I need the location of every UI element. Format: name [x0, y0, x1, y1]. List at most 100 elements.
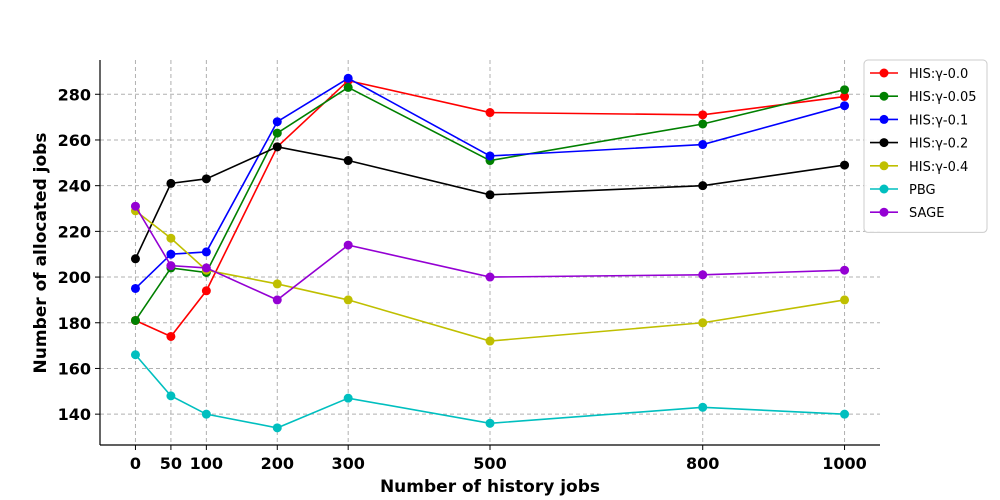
- data-point: [485, 272, 495, 282]
- data-point: [485, 151, 495, 161]
- data-point: [840, 160, 850, 170]
- data-point: [485, 336, 495, 346]
- data-point: [166, 331, 176, 341]
- data-point: [698, 270, 708, 280]
- legend-marker: [879, 138, 889, 148]
- y-tick-label: 280: [58, 85, 91, 104]
- data-point: [272, 128, 282, 138]
- series-4: [130, 206, 850, 346]
- data-point: [130, 315, 140, 325]
- legend-item: HIS:γ-0.4: [870, 160, 968, 175]
- y-axis-label: Number of allocated jobs: [31, 133, 51, 374]
- legend-marker: [879, 68, 889, 78]
- data-point: [485, 190, 495, 200]
- y-tick-label: 220: [58, 222, 91, 241]
- x-tick-label: 500: [473, 454, 506, 473]
- data-point: [130, 350, 140, 360]
- series-lines: [130, 73, 850, 433]
- data-point: [698, 110, 708, 120]
- data-point: [485, 418, 495, 428]
- data-point: [130, 254, 140, 264]
- legend-marker: [879, 184, 889, 194]
- data-point: [840, 85, 850, 95]
- legend-label: HIS:γ-0.2: [909, 137, 968, 152]
- y-tick-label: 160: [58, 359, 91, 378]
- data-point: [272, 117, 282, 127]
- x-tick-label: 100: [190, 454, 223, 473]
- data-point: [840, 295, 850, 305]
- data-point: [343, 156, 353, 166]
- data-point: [343, 295, 353, 305]
- series-5: [130, 350, 850, 433]
- series-line: [135, 79, 845, 338]
- series-line: [134, 77, 845, 290]
- data-point: [840, 409, 850, 419]
- legend-item: SAGE: [870, 206, 944, 221]
- data-point: [343, 240, 353, 250]
- data-point: [201, 247, 211, 257]
- legend-item: HIS:γ-0.2: [870, 137, 968, 152]
- data-point: [201, 174, 211, 184]
- data-point: [166, 249, 176, 259]
- legend-label: HIS:γ-0.4: [909, 160, 968, 175]
- series-line: [134, 145, 845, 260]
- series-3: [130, 142, 850, 264]
- legend-label: HIS:γ-0.05: [909, 90, 977, 105]
- y-tick-label: 240: [58, 177, 91, 196]
- data-point: [698, 402, 708, 412]
- x-tick-label: 300: [331, 454, 364, 473]
- data-point: [201, 263, 211, 273]
- data-point: [698, 181, 708, 191]
- data-point: [272, 142, 282, 152]
- x-tick-label: 50: [160, 454, 182, 473]
- y-tick-label: 180: [58, 314, 91, 333]
- data-point: [840, 92, 850, 102]
- data-point: [343, 82, 353, 92]
- data-point: [698, 318, 708, 328]
- legend-item: HIS:γ-0.05: [870, 90, 977, 105]
- series-6: [130, 201, 850, 305]
- y-tick-label: 260: [58, 131, 91, 150]
- data-point: [130, 201, 140, 211]
- data-point: [698, 140, 708, 150]
- legend-marker: [879, 91, 889, 101]
- data-point: [272, 295, 282, 305]
- data-point: [840, 101, 850, 111]
- x-tick-label: 1000: [822, 454, 867, 473]
- y-tick-label: 140: [58, 405, 91, 424]
- series-line: [134, 86, 845, 321]
- y-tick-label: 200: [58, 268, 91, 287]
- data-point: [343, 393, 353, 403]
- data-point: [166, 178, 176, 188]
- x-tick-label: 0: [130, 454, 141, 473]
- legend-label: HIS:γ-0.0: [909, 67, 968, 82]
- legend-item: PBG: [870, 183, 936, 198]
- legend-item: HIS:γ-0.1: [870, 113, 968, 128]
- legend-marker: [879, 161, 889, 171]
- series-2: [130, 73, 850, 293]
- data-point: [343, 73, 353, 83]
- data-point: [201, 409, 211, 419]
- axes: [95, 60, 880, 450]
- data-point: [272, 423, 282, 433]
- series-line: [134, 354, 845, 429]
- x-tick-label: 200: [261, 454, 294, 473]
- legend-marker: [879, 114, 889, 124]
- data-point: [166, 391, 176, 401]
- x-tick-label: 800: [686, 454, 719, 473]
- legend: HIS:γ-0.0 HIS:γ-0.05 HIS:γ-0.1 HIS:γ-0.2 HIS…: [863, 59, 988, 233]
- data-point: [130, 283, 140, 293]
- tick-labels: 0 50 100 200 300 500 800 1000 140 160 180 200 220 240…: [58, 85, 867, 473]
- data-point: [201, 286, 211, 296]
- data-point: [840, 265, 850, 275]
- legend-item: HIS:γ-0.0: [870, 67, 968, 82]
- legend-marker: [879, 207, 889, 217]
- series-line: [134, 205, 845, 301]
- data-point: [272, 279, 282, 289]
- legend-label: SAGE: [909, 206, 944, 221]
- legend-label: PBG: [909, 183, 936, 198]
- legend-label: HIS:γ-0.1: [909, 113, 968, 128]
- x-axis-label: Number of history jobs: [380, 477, 600, 497]
- data-point: [166, 233, 176, 243]
